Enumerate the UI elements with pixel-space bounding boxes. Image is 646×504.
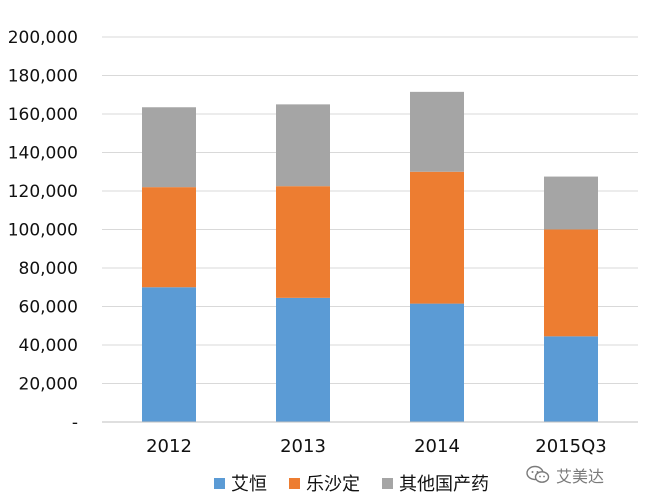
bar-segment [410,303,464,422]
y-tick-label: 60,000 [19,298,78,318]
x-tick-label: 2012 [146,436,192,457]
y-tick-label: 140,000 [8,144,78,164]
y-tick-label: - [72,413,78,433]
watermark: 艾美达 [526,463,604,487]
bar-segment [544,336,598,422]
y-tick-label: 20,000 [19,375,78,395]
bar-segment [276,297,330,422]
bar-segment [410,91,464,172]
legend-swatch [289,477,300,489]
x-tick-label: 2014 [414,436,460,457]
y-tick-label: 180,000 [8,67,78,87]
bar-segment [142,107,196,188]
bars [142,91,598,422]
legend-swatch [382,477,393,489]
legend-item: 艾恒 [214,470,267,496]
y-tick-label: 200,000 [8,28,78,48]
legend-label: 乐沙定 [306,474,360,495]
y-tick-label: 80,000 [19,259,78,279]
legend-label: 其他国产药 [399,474,489,495]
legend-swatch [214,477,225,489]
bar-segment [142,187,196,288]
x-tick-label: 2015Q3 [535,436,606,457]
x-tick-label: 2013 [280,436,326,457]
y-tick-label: 160,000 [8,105,78,125]
bar-segment [276,104,330,187]
legend-item: 乐沙定 [289,470,360,496]
x-axis: 2012 2013 2014 2015Q3 [102,421,638,457]
bar-segment [276,186,330,298]
legend-label: 艾恒 [231,474,267,495]
bar-segment [544,229,598,337]
y-tick-label: 100,000 [8,221,78,241]
bar-segment [544,176,598,230]
y-axis: - 20,000 40,000 60,000 80,000 100,000 120,000 1… [8,28,78,433]
stacked-bar-chart: - 20,000 40,000 60,000 80,000 100,000 120,000 1… [8,28,638,457]
bar-segment [410,171,464,304]
y-tick-label: 40,000 [19,336,78,356]
bar-segment [142,287,196,422]
legend-item: 其他国产药 [382,470,489,496]
watermark-text: 艾美达 [556,467,605,486]
legend: 艾恒 乐沙定 其他国产药 [214,470,511,496]
y-tick-label: 120,000 [8,182,78,202]
wechat-icon [526,465,550,483]
